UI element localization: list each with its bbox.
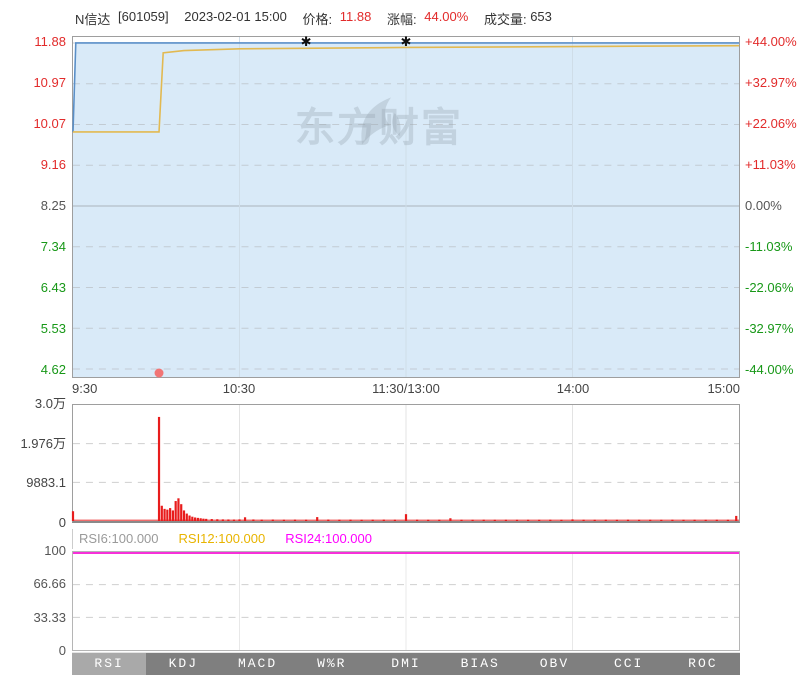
volume-tick-label: 1.976万: [20, 435, 66, 451]
price-tick-label: 9.16: [40, 157, 66, 172]
percent-tick-label: -32.97%: [745, 321, 794, 336]
percent-tick-label: 0.00%: [745, 198, 782, 213]
price-tick-label: 7.34: [40, 239, 66, 254]
rsi-tick-label: 0: [58, 643, 66, 658]
price-pane[interactable]: ✱ ✱ 东方财富: [72, 34, 740, 378]
rsi-tick-label: 100: [44, 543, 66, 558]
rsi-tick-label: 66.66: [33, 576, 66, 592]
datetime: 2023-02-01 15:00: [184, 9, 287, 24]
time-tick-label: 10:30: [222, 381, 256, 396]
change-label: 涨幅:: [386, 12, 417, 27]
tab-bias[interactable]: BIAS: [460, 656, 500, 671]
tab-dmi[interactable]: DMI: [391, 656, 421, 671]
event-asterisk-marker: ✱: [301, 34, 312, 49]
rsi-pane[interactable]: [72, 551, 740, 651]
volume-pane[interactable]: [71, 404, 740, 523]
price-tick-label: 5.53: [40, 321, 66, 336]
resume-dot-marker: [154, 368, 164, 378]
stock-code: [601059]: [118, 9, 169, 24]
price-tick-label: 8.25: [40, 198, 66, 213]
volume-label: 成交量:: [483, 12, 527, 27]
percent-tick-label: -44.00%: [745, 362, 794, 377]
indicator-readout: RSI6:100.000 RSI12:100.000 RSI24:100.000: [72, 529, 740, 549]
rsi12-value: RSI12:100.000: [178, 531, 266, 546]
percent-tick-label: -22.06%: [745, 280, 794, 295]
volume-value: 653: [530, 9, 552, 24]
price-tick-label: 11.88: [34, 34, 66, 49]
time-tick-label: 9:30: [72, 381, 98, 396]
percent-tick-label: +11.03%: [745, 157, 796, 172]
volume-chart: [71, 405, 739, 521]
percent-tick-label: +44.00%: [745, 34, 797, 49]
price-tick-label: 10.97: [33, 75, 66, 90]
price-tick-label: 10.07: [33, 116, 66, 131]
time-tick-label: 11:30/13:00: [372, 381, 440, 396]
percent-tick-label: +22.06%: [745, 116, 797, 131]
event-asterisk-marker: ✱: [401, 34, 412, 49]
volume-tick-label: 0: [58, 515, 66, 530]
rsi6-value: RSI6:100.000: [79, 531, 159, 546]
rsi24-value: RSI24:100.000: [285, 531, 372, 546]
tab-obv[interactable]: OBV: [539, 656, 570, 671]
price-label: 价格:: [302, 12, 333, 27]
price-chart: ✱ ✱: [72, 34, 740, 378]
tab-wr[interactable]: W%R: [317, 656, 347, 671]
percent-tick-label: -11.03%: [745, 239, 793, 254]
percent-tick-label: +32.97%: [745, 75, 797, 90]
rsi-chart: [73, 552, 739, 650]
volume-tick-label: 3.0万: [34, 396, 66, 411]
tab-rsi[interactable]: RSI: [72, 653, 147, 675]
rsi-tick-label: 33.33: [33, 609, 66, 625]
tab-cci[interactable]: CCI: [613, 656, 644, 671]
time-tick-label: 15:00: [707, 381, 740, 396]
tab-roc[interactable]: ROC: [688, 656, 718, 671]
header: N信达 [601059] 2023-02-01 15:00 价格: 11.88 …: [75, 9, 552, 28]
volume-tick-label: 9883.1: [26, 475, 66, 491]
change-value: 44.00%: [424, 9, 469, 24]
tab-kdj[interactable]: KDJ: [168, 656, 199, 671]
price-tick-label: 4.62: [40, 362, 66, 377]
time-tick-label: 14:00: [556, 381, 590, 396]
price-value: 11.88: [339, 9, 372, 24]
tab-macd[interactable]: MACD: [237, 656, 278, 671]
price-tick-label: 6.43: [40, 280, 66, 295]
stock-name: N信达: [75, 12, 111, 27]
indicator-tab-bar: RSI KDJ MACD W%R DMI BIAS OBV CCI ROC: [72, 652, 740, 675]
